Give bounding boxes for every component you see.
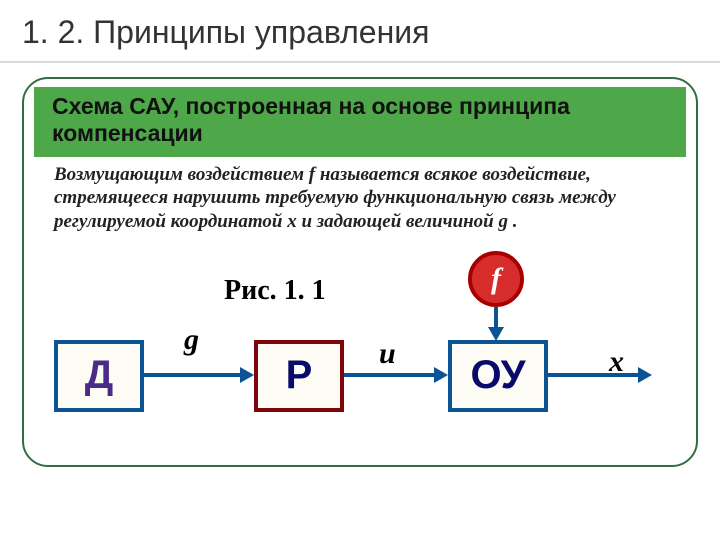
page-title: 1. 2. Принципы управления	[0, 0, 720, 63]
block-d: Д	[54, 340, 144, 412]
arrow-head-d-to-p	[240, 367, 254, 383]
figure-caption: Рис. 1. 1	[224, 275, 326, 307]
arrow-head-f-down	[488, 327, 504, 341]
arrow-head-p-to-ou	[434, 367, 448, 383]
block-ou: ОУ	[448, 340, 548, 412]
definition-text: Возмущающим воздействием f называется вс…	[54, 163, 666, 233]
block-p: Р	[254, 340, 344, 412]
arrow-head-ou-out	[638, 367, 652, 383]
arrow-p-to-ou	[344, 373, 436, 377]
arrow-ou-out	[548, 373, 640, 377]
block-diagram: Рис. 1. 1 f Д Р ОУ g u x	[34, 245, 686, 435]
signal-x: x	[609, 345, 624, 379]
arrow-f-down	[494, 307, 498, 329]
disturbance-f-node: f	[468, 251, 524, 307]
content-card: Схема САУ, построенная на основе принцип…	[22, 77, 698, 467]
signal-u: u	[379, 337, 396, 371]
signal-g: g	[184, 323, 199, 357]
subtitle-banner: Схема САУ, построенная на основе принцип…	[34, 87, 686, 157]
arrow-d-to-p	[144, 373, 242, 377]
